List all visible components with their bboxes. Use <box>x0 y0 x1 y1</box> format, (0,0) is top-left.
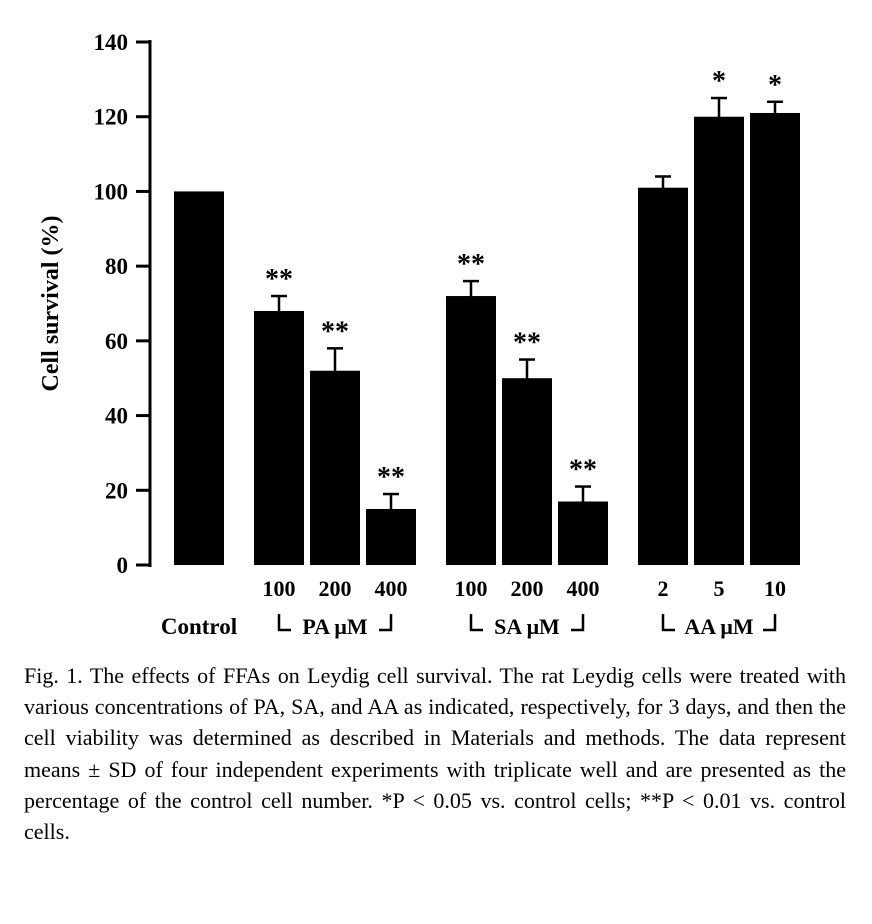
significance-marker: ** <box>321 316 349 347</box>
group-label: PA μM <box>302 614 367 639</box>
y-tick-label: 140 <box>94 30 129 55</box>
chart-svg: 0 20 40 60 80 100 120 140 Cell survival (%) Contr… <box>38 30 800 639</box>
significance-marker: * <box>712 66 726 97</box>
bar <box>366 508 416 565</box>
bar-x-label: 200 <box>319 576 352 601</box>
bar-x-label: 10 <box>764 576 786 601</box>
bar-x-label: 200 <box>511 576 544 601</box>
bar <box>174 191 224 565</box>
bar <box>750 112 800 565</box>
bar-x-label: 5 <box>714 576 725 601</box>
bar <box>446 296 496 565</box>
group-label: Control <box>161 614 237 639</box>
bar-x-label: 100 <box>263 576 296 601</box>
y-tick-label: 60 <box>105 329 128 354</box>
figure-caption: Fig. 1. The effects of FFAs on Leydig ce… <box>24 663 846 845</box>
group-bracket-left <box>277 614 291 632</box>
group-label: AA μM <box>684 614 754 639</box>
significance-marker: ** <box>265 264 293 295</box>
bar <box>502 378 552 565</box>
y-tick-label: 100 <box>94 179 129 204</box>
bar-x-label: 400 <box>375 576 408 601</box>
group-bracket-left <box>469 614 483 632</box>
y-axis-title: Cell survival (%) <box>38 216 64 392</box>
significance-marker: ** <box>569 455 597 486</box>
group-bracket-right <box>763 614 777 632</box>
bar <box>638 187 688 565</box>
significance-marker: ** <box>513 328 541 359</box>
bar-x-label: 100 <box>455 576 488 601</box>
bar <box>254 310 304 565</box>
significance-marker: ** <box>457 249 485 280</box>
group-bracket-right <box>571 614 585 632</box>
group-label: SA μM <box>494 614 560 639</box>
bar <box>558 501 608 565</box>
chart: 0 20 40 60 80 100 120 140 Cell survival (%) Contr… <box>38 30 800 639</box>
group-bracket-right <box>379 614 393 632</box>
bar <box>310 370 360 565</box>
bar-x-label: 400 <box>567 576 600 601</box>
group-bracket-left <box>661 614 675 632</box>
y-tick-label: 120 <box>94 105 129 130</box>
bar <box>694 116 744 565</box>
y-tick-label: 20 <box>105 478 128 503</box>
significance-marker: * <box>768 70 782 101</box>
bar-x-label: 2 <box>658 576 669 601</box>
y-tick-label: 0 <box>117 553 129 578</box>
significance-marker: ** <box>377 462 405 493</box>
y-tick-label: 80 <box>105 254 128 279</box>
y-tick-label: 40 <box>105 404 128 429</box>
